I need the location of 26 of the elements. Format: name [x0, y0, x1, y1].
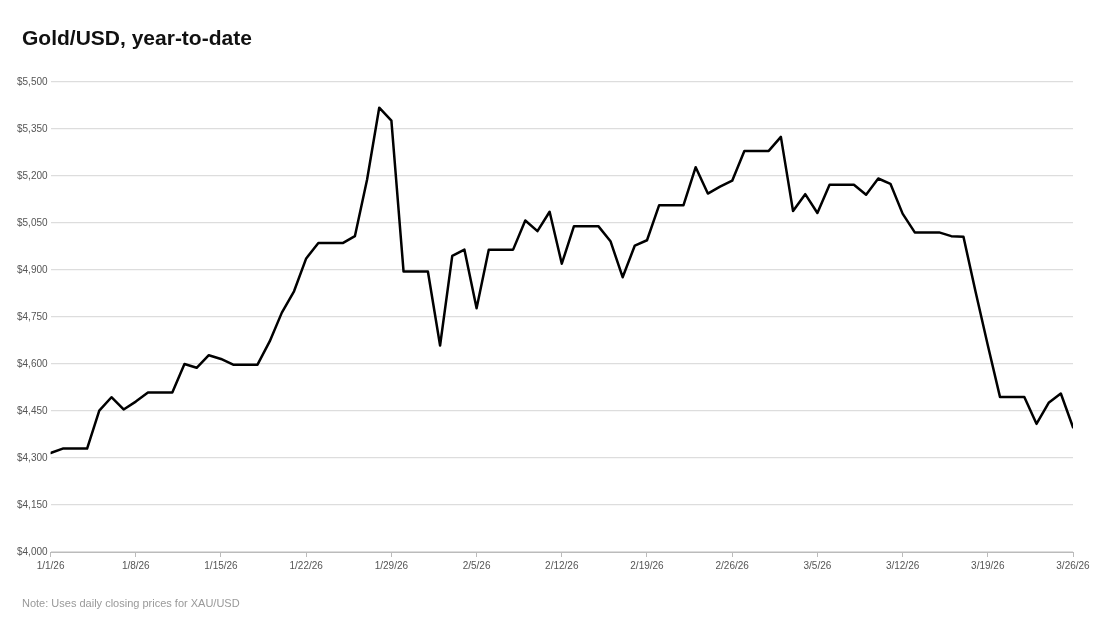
x-tick-label: 3/26/26 [1056, 559, 1091, 571]
chart-title: Gold/USD, year-to-date [22, 26, 252, 50]
x-tick-label: 2/5/26 [462, 559, 491, 571]
y-tick-label: $4,150 [16, 498, 49, 510]
text: Note: Uses daily closing prices for XAU/USD [22, 597, 240, 609]
x-tick-label: 2/26/26 [715, 559, 750, 571]
x-tick-label: 2/12/26 [545, 559, 579, 571]
x-tick-label: 3/12/26 [885, 559, 920, 571]
x-tick-label: 1/15/26 [204, 559, 239, 571]
x-tick-label: 3/5/26 [803, 559, 832, 571]
x-tick-label: 1/22/26 [289, 559, 324, 571]
y-tick-label: $5,050 [16, 216, 49, 228]
x-tick-label: 1/29/26 [374, 559, 409, 571]
x-tick-label: 1/1/26 [36, 559, 65, 571]
y-tick-label: $4,600 [16, 357, 49, 369]
y-tick-label: $4,450 [16, 404, 49, 416]
y-tick-label: $4,000 [16, 545, 49, 557]
y-tick-label: $4,900 [16, 263, 49, 275]
y-tick-label: $4,750 [16, 310, 49, 322]
y-tick-label: $5,500 [16, 75, 49, 87]
x-tick-label: 1/8/26 [121, 559, 151, 571]
y-tick-label: $5,350 [16, 122, 49, 134]
x-tick-label: 3/19/26 [971, 559, 1005, 571]
y-tick-label: $4,300 [16, 451, 49, 463]
x-tick-label: 2/19/26 [630, 559, 665, 571]
y-tick-label: $5,200 [16, 169, 49, 181]
